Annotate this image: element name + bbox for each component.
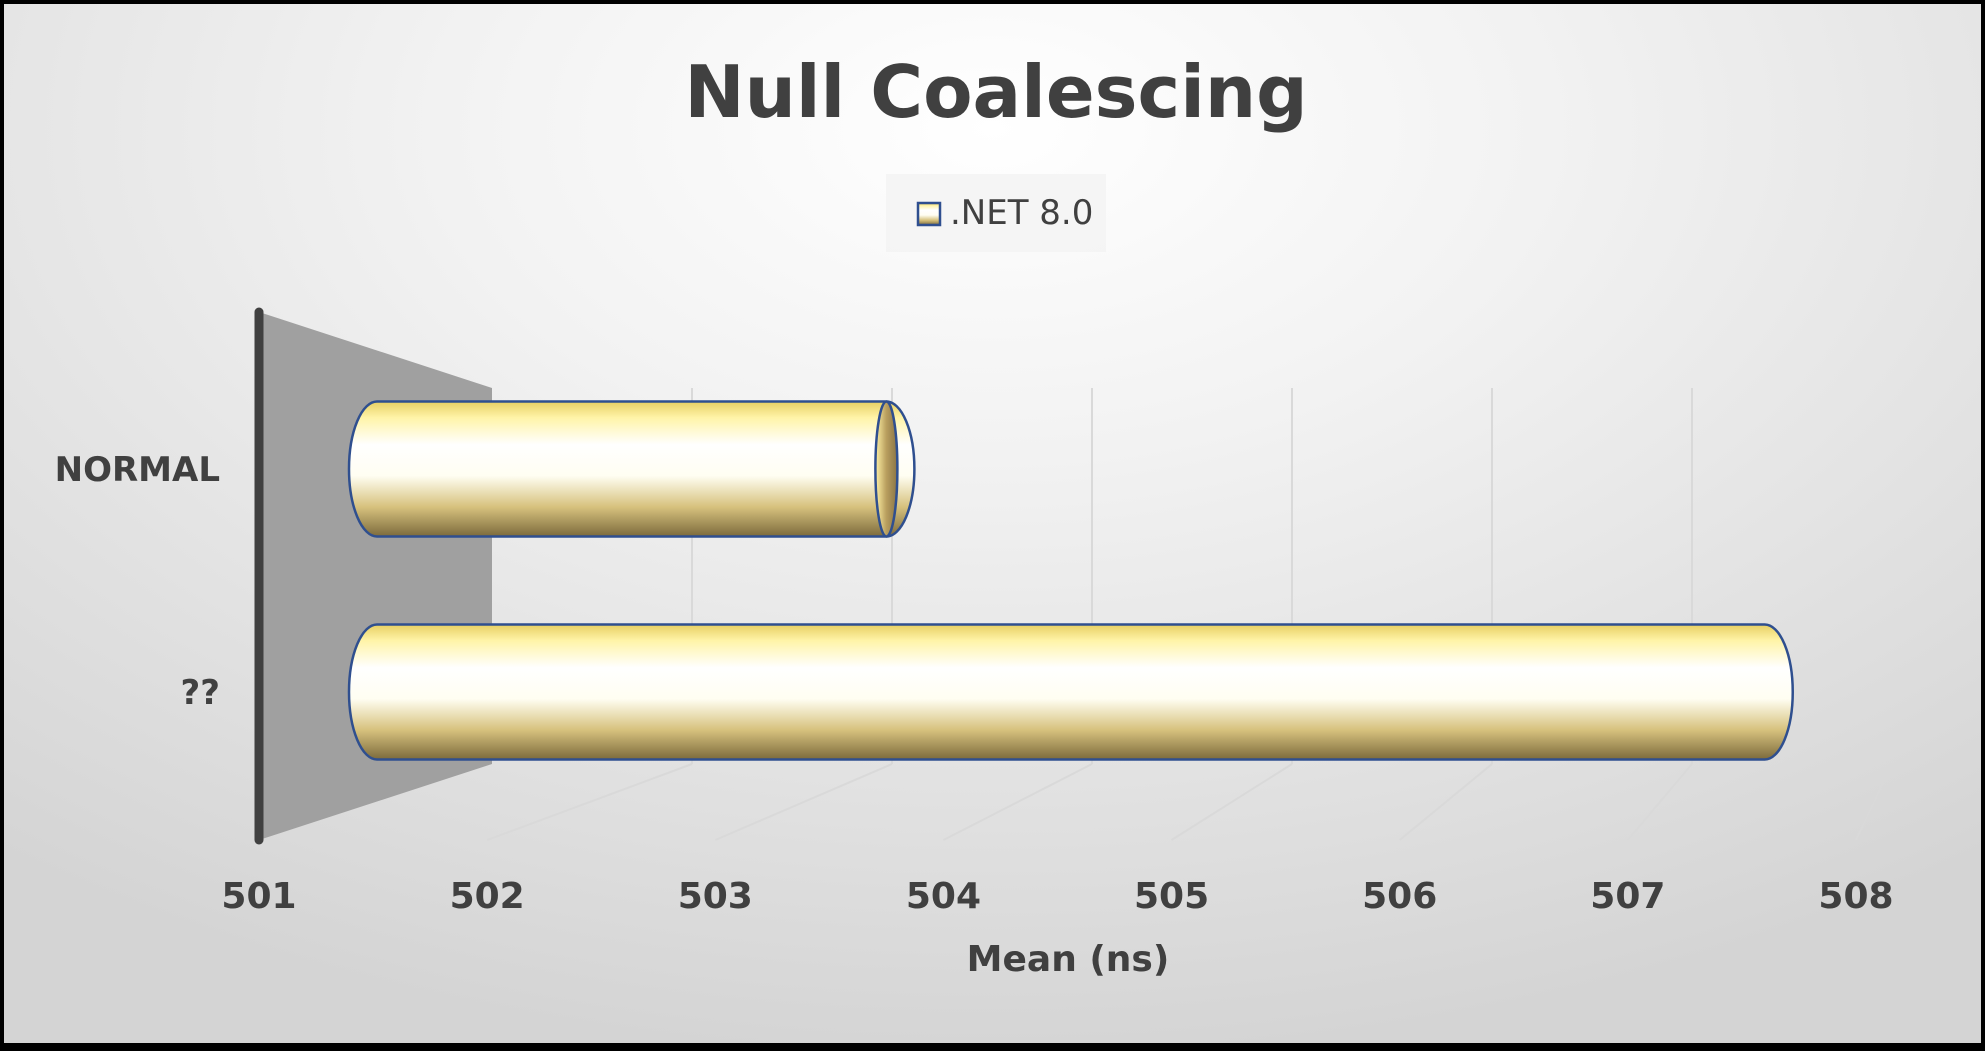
x-axis-ticks: 501 502 503 504 505 506 507 508 bbox=[221, 876, 1893, 917]
x-tick-504: 504 bbox=[906, 876, 981, 917]
category-labels: NORMAL?? bbox=[55, 450, 220, 713]
legend-label: .NET 8.0 bbox=[950, 193, 1093, 233]
x-tick-503: 503 bbox=[678, 876, 753, 917]
floor-line-502 bbox=[486, 763, 693, 841]
x-tick-501: 501 bbox=[221, 876, 296, 917]
floor-line-505 bbox=[1171, 763, 1293, 841]
x-tick-508: 508 bbox=[1818, 876, 1893, 917]
floor-line-504 bbox=[942, 763, 1093, 841]
bar-chart: Null Coalescing .NET 8.0 NORMAL?? 501 502… bbox=[55, 50, 1894, 980]
bar-normal bbox=[347, 400, 916, 538]
floor-line-508 bbox=[1855, 763, 1893, 841]
legend: .NET 8.0 bbox=[886, 174, 1106, 252]
chart-title: Null Coalescing bbox=[684, 50, 1307, 134]
bar-q bbox=[347, 623, 1794, 761]
floor-line-503 bbox=[714, 763, 893, 841]
bar-body-normal bbox=[347, 400, 916, 538]
x-axis-title: Mean (ns) bbox=[967, 939, 1170, 980]
legend-swatch bbox=[916, 201, 942, 227]
x-tick-507: 507 bbox=[1590, 876, 1665, 917]
bars bbox=[347, 400, 1794, 761]
x-tick-502: 502 bbox=[450, 876, 525, 917]
bar-cap-normal bbox=[874, 400, 899, 538]
x-tick-505: 505 bbox=[1134, 876, 1209, 917]
category-label-q: ?? bbox=[181, 673, 220, 713]
bar-body-q bbox=[347, 623, 1794, 761]
floor-line-506 bbox=[1399, 763, 1493, 841]
category-label-normal: NORMAL bbox=[55, 450, 220, 490]
x-tick-506: 506 bbox=[1362, 876, 1437, 917]
side-wall bbox=[259, 312, 492, 840]
floor-line-507 bbox=[1627, 763, 1693, 841]
